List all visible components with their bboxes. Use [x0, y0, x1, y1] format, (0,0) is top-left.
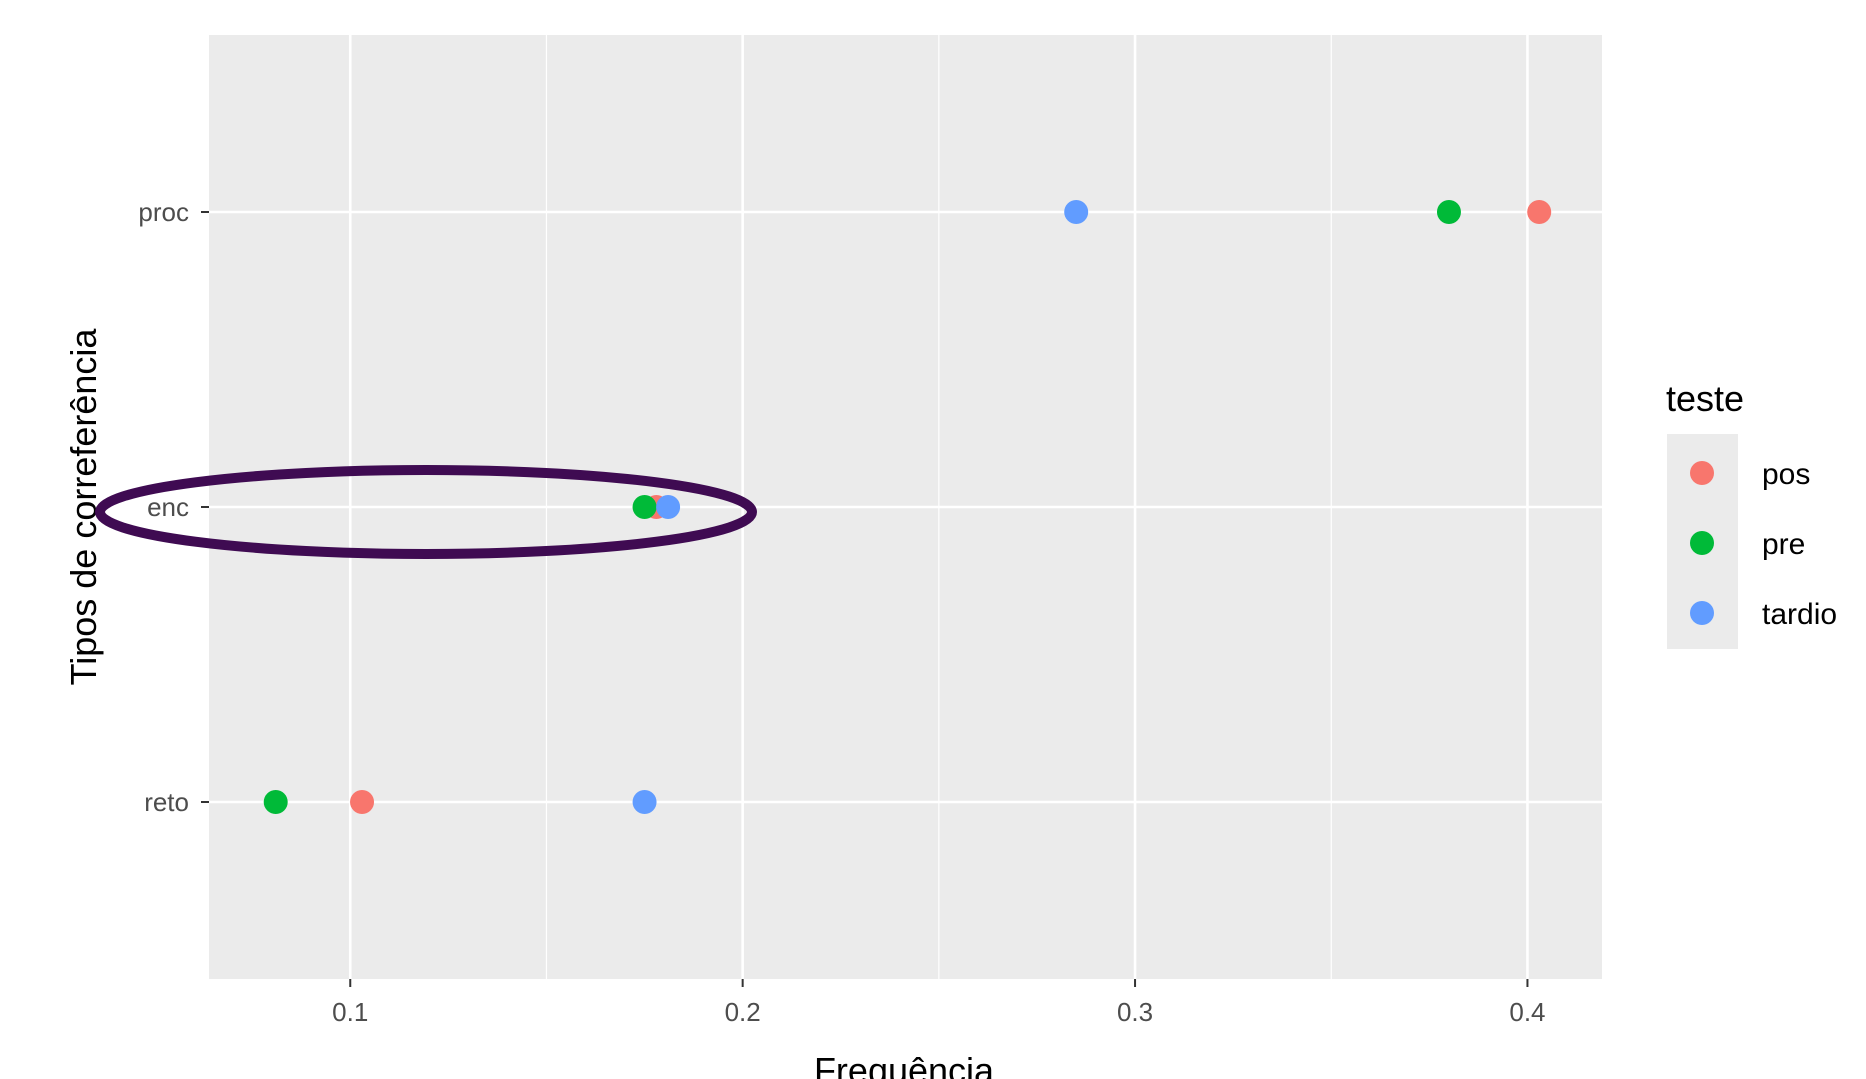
y-tick-label: enc: [147, 492, 189, 522]
x-tick-label: 0.4: [1509, 997, 1545, 1027]
legend-label-pos: pos: [1762, 458, 1810, 491]
y-tick-labels: reto enc proc: [138, 197, 189, 817]
legend-label-tardio: tardio: [1762, 598, 1837, 631]
point-tardio-proc: [1064, 200, 1089, 224]
point-tardio-enc: [656, 495, 681, 519]
legend-key-pos: [1690, 461, 1714, 485]
legend-title: teste: [1666, 378, 1744, 419]
y-tick-label: proc: [138, 197, 189, 227]
legend: teste pos pre tardio: [1666, 378, 1837, 649]
point-pos-reto: [350, 790, 375, 814]
point-pre-reto: [263, 790, 288, 814]
legend-key-tardio: [1690, 601, 1714, 625]
x-tick-labels: 0.1 0.2 0.3 0.4: [332, 997, 1545, 1027]
major-gridlines: [209, 35, 1602, 979]
point-pre-proc: [1436, 200, 1461, 224]
axis-ticks: [201, 211, 1529, 987]
point-pre-enc: [632, 495, 657, 519]
x-tick-label: 0.1: [332, 997, 368, 1027]
point-tardio-reto: [632, 790, 657, 814]
point-pos-proc: [1527, 200, 1552, 224]
highlight-ellipse: [95, 465, 757, 559]
x-axis-title: Frequência: [814, 1050, 995, 1079]
x-tick-label: 0.2: [725, 997, 761, 1027]
x-tick-label: 0.3: [1117, 997, 1153, 1027]
data-points: [263, 200, 1552, 814]
y-tick-label: reto: [144, 787, 189, 817]
legend-key-pre: [1690, 531, 1714, 555]
legend-label-pre: pre: [1762, 528, 1805, 561]
